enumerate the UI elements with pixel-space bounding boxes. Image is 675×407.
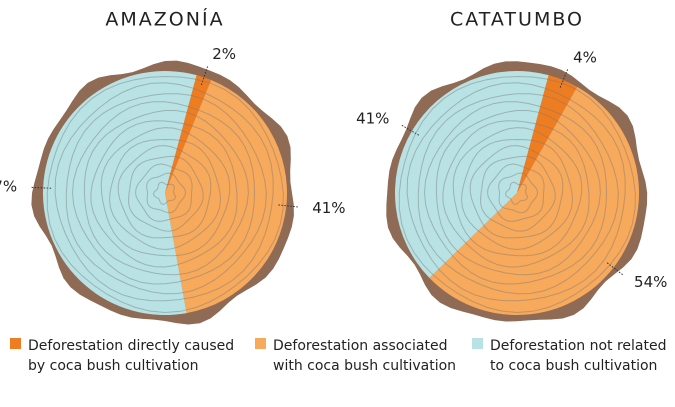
data-label: 2% xyxy=(212,45,236,63)
data-label: 41% xyxy=(356,109,389,127)
data-label: 41% xyxy=(312,199,345,217)
legend-swatch xyxy=(10,338,21,349)
chart: AMAZONÍA CATATUMBO 2% 41% 57% 4% 54% 41% Defor… xyxy=(0,0,675,403)
legend-swatch xyxy=(472,338,483,349)
legend-swatch xyxy=(255,338,266,349)
data-label: 4% xyxy=(573,48,597,66)
legend-label: Deforestation not related xyxy=(490,338,666,354)
legend-label: to coca bush cultivation xyxy=(490,358,657,374)
legend-label: Deforestation associated xyxy=(273,338,447,354)
legend-label: by coca bush cultivation xyxy=(28,358,199,374)
chart-title: CATATUMBO xyxy=(450,9,584,31)
data-label: 57% xyxy=(0,177,17,195)
data-label: 54% xyxy=(634,273,667,291)
legend-label: Deforestation directly caused xyxy=(28,338,234,354)
chart-title: AMAZONÍA xyxy=(105,8,224,31)
legend-label: with coca bush cultivation xyxy=(273,358,456,374)
